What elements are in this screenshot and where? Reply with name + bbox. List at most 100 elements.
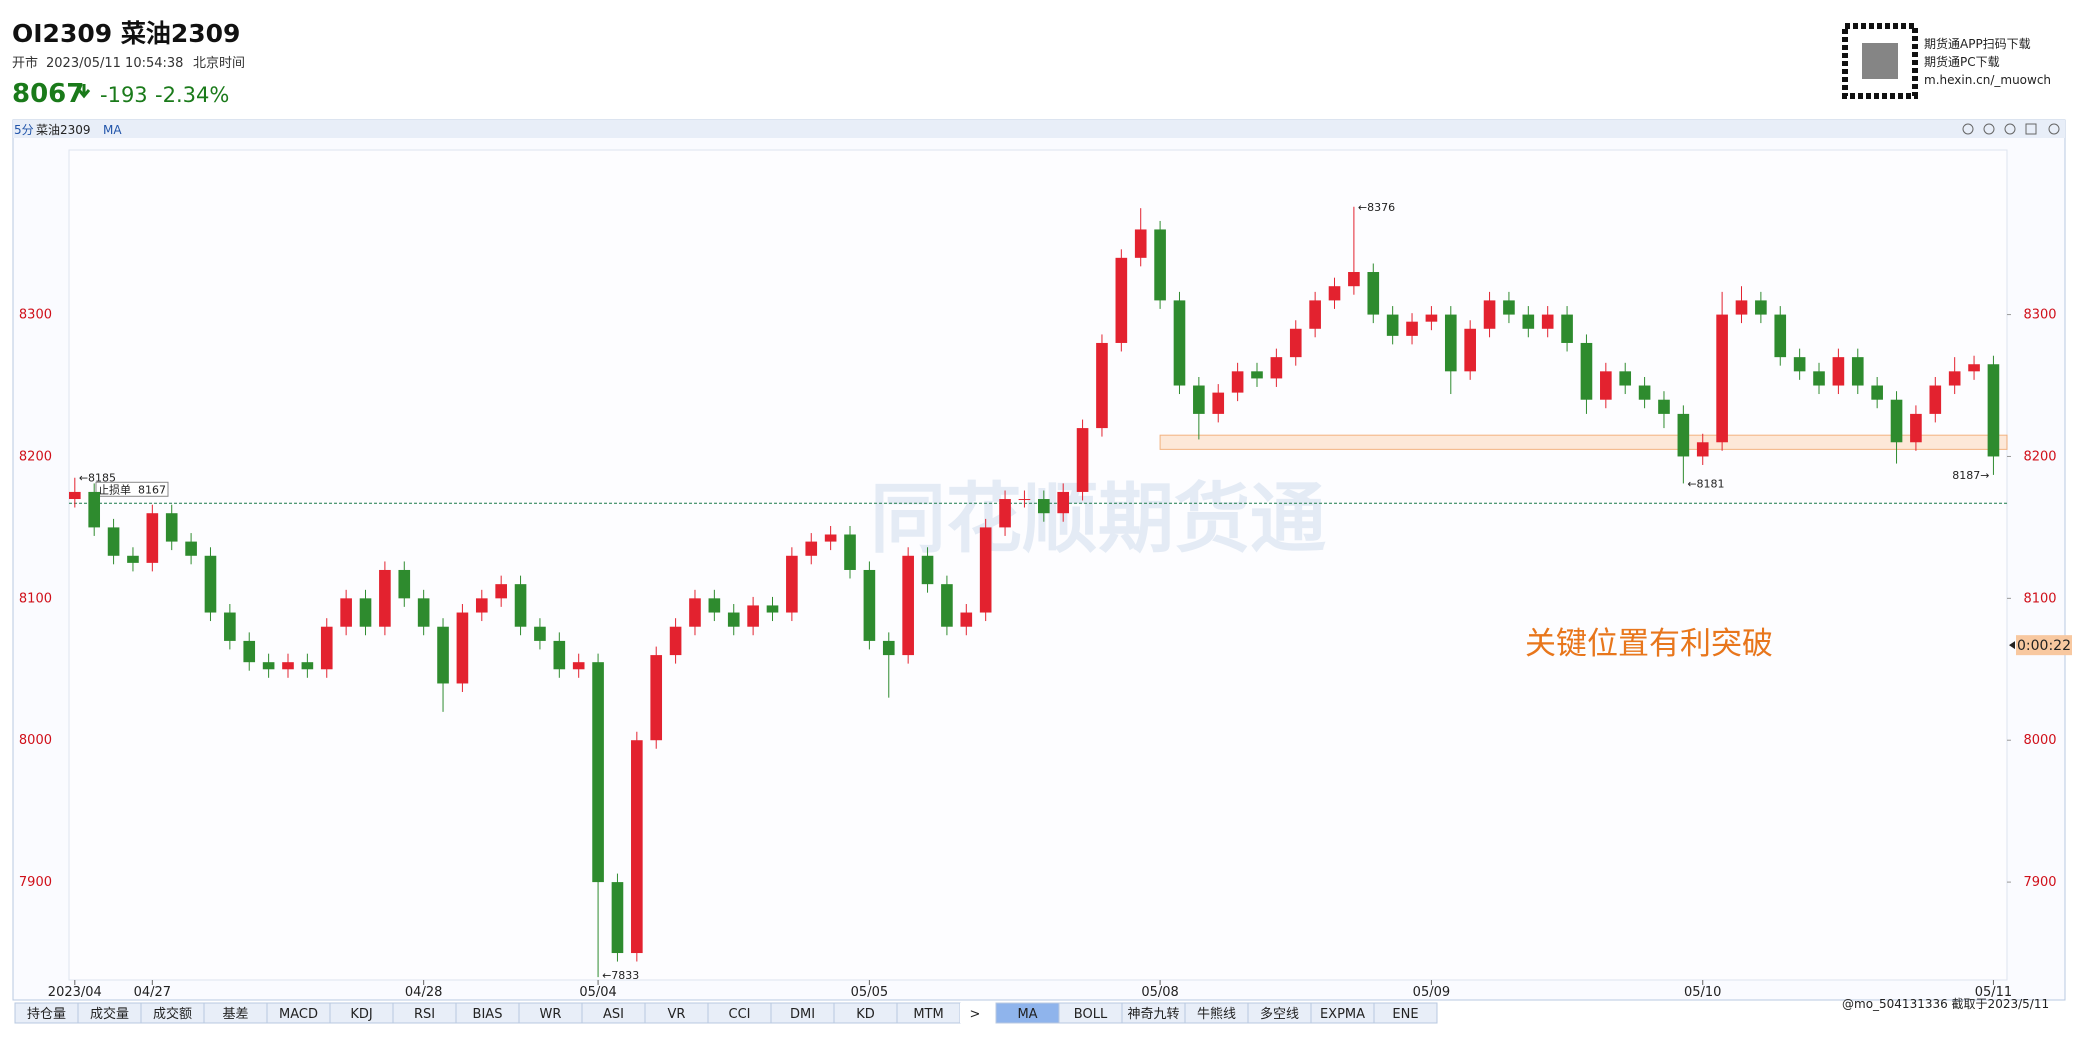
candle-body xyxy=(1735,300,1748,315)
tab-label: ENE xyxy=(1392,1007,1418,1022)
candle-body xyxy=(689,598,701,627)
period: 5分 xyxy=(14,123,34,137)
price: 8067 xyxy=(12,79,84,109)
candle-body xyxy=(1309,300,1321,329)
candle-body xyxy=(1057,491,1070,514)
candle-body xyxy=(650,655,663,741)
candle-body xyxy=(1212,392,1225,414)
change: -193 xyxy=(100,83,148,107)
tab-label: EXPMA xyxy=(1320,1007,1365,1022)
candle-body xyxy=(1193,385,1205,414)
candle-body xyxy=(224,612,236,641)
candle-body xyxy=(979,527,992,613)
tab-label: MA xyxy=(1017,1007,1037,1022)
extreme-label: ←8181 xyxy=(1687,477,1724,490)
y-tick-label: 7900 xyxy=(19,875,52,890)
candle-body xyxy=(708,598,721,613)
candle-body xyxy=(262,662,275,670)
candle-body xyxy=(960,612,973,627)
candle-body xyxy=(88,491,101,528)
candle-body xyxy=(882,640,895,656)
candle-body xyxy=(1231,371,1244,393)
candle-body xyxy=(1251,371,1263,379)
countdown-box xyxy=(2016,635,2072,656)
tab[interactable] xyxy=(1373,1002,1438,1024)
panel-header xyxy=(13,120,2065,138)
candle-body xyxy=(805,541,818,556)
candle-body xyxy=(282,662,294,670)
x-tick-label: 05/11 xyxy=(1975,985,2012,1000)
tab-label: 神奇九转 xyxy=(1127,1006,1179,1022)
x-tick-label: 05/09 xyxy=(1413,985,1450,1000)
candle-body xyxy=(1270,357,1283,379)
candle-body xyxy=(495,584,507,599)
y-tick-label-right: 7900 xyxy=(2023,875,2056,890)
candle-body xyxy=(1638,385,1651,400)
candle-body xyxy=(127,555,139,563)
x-tick-label: 04/27 xyxy=(134,985,171,1000)
candle-body xyxy=(1328,286,1341,301)
candle-body xyxy=(301,662,314,670)
candle-body xyxy=(456,612,469,684)
tab-label: BOLL xyxy=(1074,1007,1108,1022)
candle-body xyxy=(1910,413,1922,443)
candle-body xyxy=(863,569,876,641)
tab-label: 基差 xyxy=(222,1007,248,1022)
candle-body xyxy=(1658,399,1670,414)
candle-body xyxy=(1716,314,1728,443)
qr-caption: 期货通PC下载 xyxy=(1924,54,2000,69)
candle-body xyxy=(1154,229,1166,301)
candle-body xyxy=(553,640,566,670)
candle-body xyxy=(669,626,682,656)
tab-label: KD xyxy=(856,1007,875,1022)
y-tick-label-right: 8300 xyxy=(2023,308,2056,323)
y-tick-label-right: 8100 xyxy=(2023,591,2056,606)
candle-body xyxy=(398,569,411,599)
y-tick-label: 8200 xyxy=(19,449,52,464)
candle-body xyxy=(844,534,856,570)
panel-tools[interactable] xyxy=(1962,123,2060,135)
tab-label: KDJ xyxy=(350,1007,372,1022)
datetime: 2023/05/11 10:54:38 xyxy=(46,56,183,71)
candle-body xyxy=(165,513,178,542)
tab-label: BIAS xyxy=(473,1007,503,1022)
candle-body xyxy=(514,584,527,627)
candle-body xyxy=(766,605,779,613)
candle-body xyxy=(631,740,643,954)
candle-body xyxy=(1813,371,1825,386)
candle-body xyxy=(1580,342,1593,400)
candle-body xyxy=(1386,314,1399,336)
qr-caption: 期货通APP扫码下载 xyxy=(1924,36,2031,51)
tab-label: 成交量 xyxy=(90,1006,129,1022)
candle-body xyxy=(204,555,217,613)
candle-body xyxy=(1561,314,1573,343)
candle-body xyxy=(1774,314,1787,358)
candle-body xyxy=(379,569,391,627)
x-tick-label: 04/28 xyxy=(405,985,442,1000)
candle-body xyxy=(786,555,798,613)
tab-label: MTM xyxy=(913,1007,943,1022)
candle-body xyxy=(1367,272,1380,315)
candle-body xyxy=(1406,321,1418,336)
stop-tag: 止损单 xyxy=(98,482,131,496)
candle-body xyxy=(1173,300,1186,386)
candle-body xyxy=(437,626,449,684)
candle-body xyxy=(1503,300,1515,315)
x-tick-label: 05/05 xyxy=(851,985,888,1000)
tab[interactable] xyxy=(960,1003,990,1023)
y-tick-label-right: 8000 xyxy=(2023,733,2056,748)
stop-tag-box xyxy=(95,481,169,497)
y-tick-label: 8100 xyxy=(19,591,52,606)
candle-body xyxy=(1038,499,1050,514)
candle-body xyxy=(1483,300,1496,329)
candle-body xyxy=(475,598,488,613)
y-tick-label-right: 8200 xyxy=(2023,449,2056,464)
candle-body xyxy=(941,584,953,627)
tab-label: MACD xyxy=(279,1007,318,1022)
candle-body xyxy=(107,527,120,556)
candle-body xyxy=(747,605,759,627)
tab-label: RSI xyxy=(414,1007,435,1022)
y-tick-label: 8300 xyxy=(19,308,52,323)
